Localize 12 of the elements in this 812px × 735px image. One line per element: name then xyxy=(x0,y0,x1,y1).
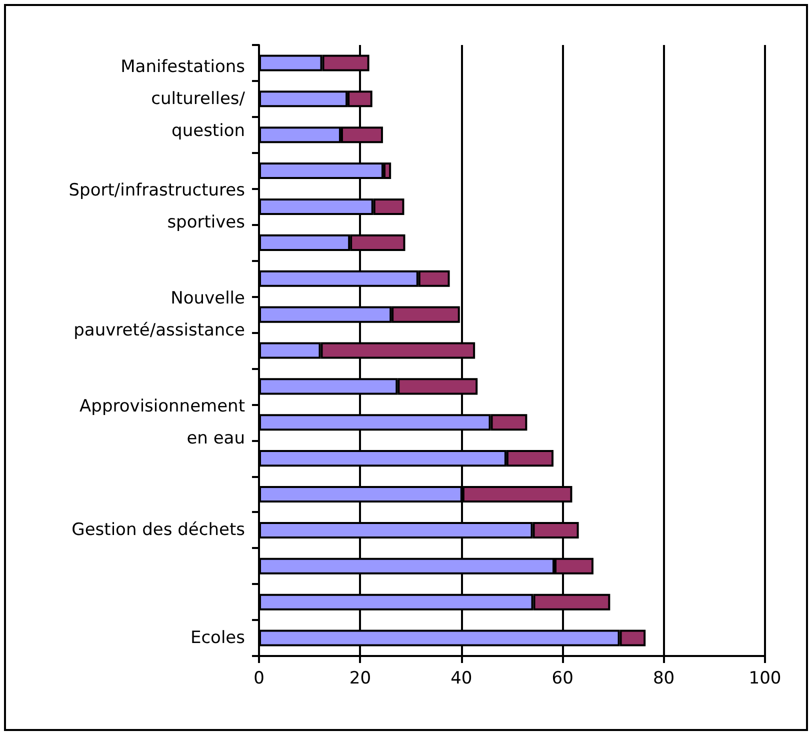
x-tick-label: 20 xyxy=(349,668,372,688)
x-tick-label: 40 xyxy=(450,668,472,688)
y-tick-label: Gestion des déchets xyxy=(72,520,246,540)
x-tick-label: 60 xyxy=(552,668,574,688)
x-tick-label: 0 xyxy=(254,668,264,688)
y-tick-label: Approvisionnement en eau xyxy=(80,396,246,448)
y-tick-label: Sport/infrastructures sportives xyxy=(68,180,246,233)
y-tick-label: Manifestations culturelles/ question xyxy=(120,56,246,141)
x-tick-label: 80 xyxy=(652,668,675,688)
y-tick-label: Ecoles xyxy=(190,628,246,648)
y-tick-label: Nouvelle pauvreté/assistance xyxy=(74,288,245,341)
x-tick-label: 100 xyxy=(748,668,782,688)
